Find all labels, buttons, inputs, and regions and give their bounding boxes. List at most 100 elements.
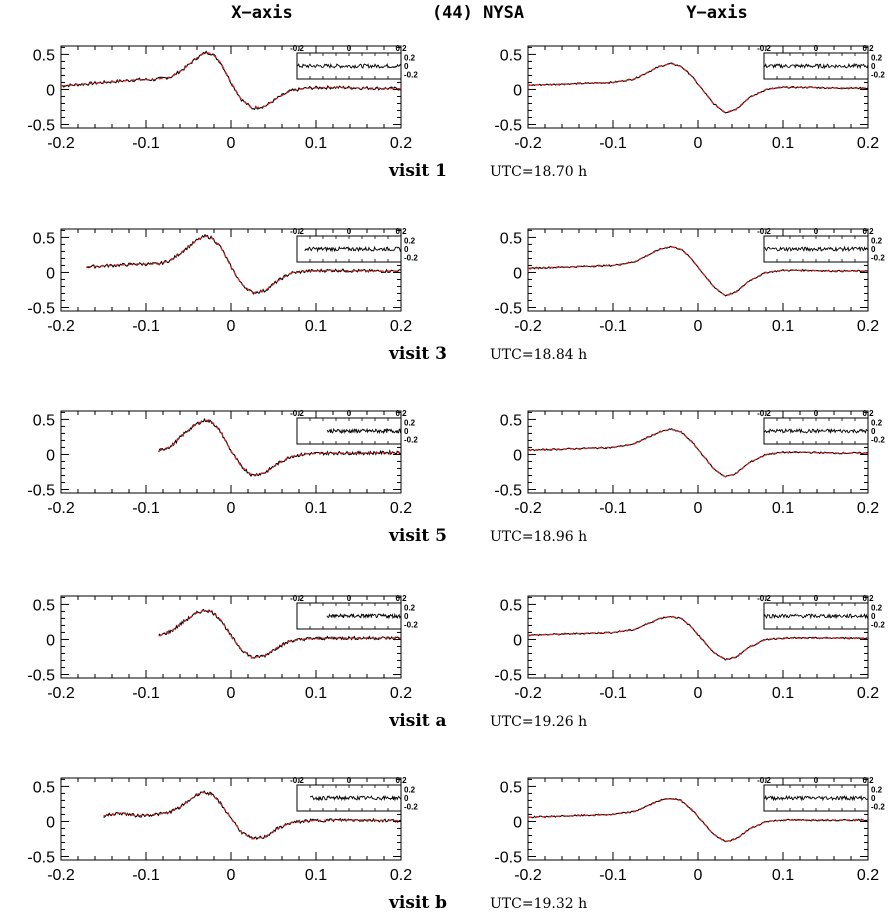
y-tick-label: 0.5: [33, 47, 55, 64]
inset-y-tick-label: 0.2: [871, 418, 883, 427]
model-curve: [527, 797, 868, 843]
inset-y-tick-label: 0.2: [404, 603, 416, 612]
x-tick-label: 0.2: [857, 318, 879, 335]
inset-x-tick-label: 0.2: [395, 44, 407, 53]
model-curve: [158, 419, 402, 477]
header-center: (44) NYSA: [432, 3, 524, 23]
panel-3-y_axis: -0.2 -0.1 0 0.1 0.20.50-0.5-0.2 0 0.20.20-0.2: [494, 409, 885, 517]
inset-x-tick-label: -0.2: [757, 409, 771, 418]
inset-x-tick-label: 0.2: [862, 409, 874, 418]
visit-label: visit 3: [388, 344, 447, 364]
visit-label: visit a: [388, 711, 446, 731]
inset-x-tick-label: 0: [347, 44, 352, 53]
x-tick-label: 0: [227, 685, 236, 702]
residual-inset: -0.2 0 0.20.20-0.2: [290, 776, 418, 812]
y-tick-label: -0.5: [494, 117, 522, 134]
residual-curve: [763, 428, 869, 435]
x-tick-label: 0.2: [857, 500, 879, 517]
x-tick-label: -0.2: [514, 685, 542, 702]
y-tick-label: 0: [46, 265, 55, 282]
y-tick-label: 0.5: [33, 779, 55, 796]
model-curve: [527, 615, 868, 661]
x-tick-label: -0.1: [132, 500, 160, 517]
inset-x-tick-label: -0.2: [757, 44, 771, 53]
utc-label: UTC=18.84 h: [490, 347, 587, 363]
x-tick-label: 0.1: [772, 867, 794, 884]
inset-x-tick-label: 0: [814, 409, 819, 418]
inset-y-tick-label: 0: [871, 794, 876, 803]
inset-x-tick-label: 0: [814, 776, 819, 785]
x-tick-label: -0.1: [599, 135, 627, 152]
inset-y-tick-label: -0.2: [871, 621, 885, 630]
y-tick-label: -0.5: [27, 849, 55, 866]
inset-y-tick-label: -0.2: [871, 254, 885, 263]
y-tick-label: -0.5: [27, 117, 55, 134]
x-tick-label: 0.1: [305, 867, 327, 884]
residual-inset: -0.2 0 0.20.20-0.2: [290, 44, 418, 80]
header-right: Y−axis: [686, 3, 747, 23]
inset-y-tick-label: -0.2: [871, 71, 885, 80]
utc-label: UTC=18.96 h: [490, 529, 587, 545]
inset-y-tick-label: 0: [404, 62, 409, 71]
y-tick-label: -0.5: [27, 482, 55, 499]
inset-y-tick-label: 0: [871, 427, 876, 436]
y-tick-label: 0: [46, 632, 55, 649]
x-tick-label: -0.2: [514, 500, 542, 517]
x-tick-label: -0.1: [132, 685, 160, 702]
residual-inset: -0.2 0 0.20.20-0.2: [757, 44, 885, 80]
panel-1-x_axis: -0.2 -0.1 0 0.1 0.20.50-0.5-0.2 0 0.20.20-0.2: [27, 44, 418, 152]
x-tick-label: 0.2: [857, 867, 879, 884]
inset-x-tick-label: -0.2: [757, 227, 771, 236]
panel-1-y_axis: -0.2 -0.1 0 0.1 0.20.50-0.5-0.2 0 0.20.20-0.2: [494, 44, 885, 152]
y-tick-label: 0: [513, 814, 522, 831]
inset-y-tick-label: 0.2: [404, 418, 416, 427]
residual-curve: [326, 612, 402, 620]
y-tick-label: 0.5: [500, 47, 522, 64]
x-tick-label: 0: [227, 500, 236, 517]
residual-curve: [304, 245, 402, 253]
x-tick-label: 0: [227, 135, 236, 152]
inset-x-tick-label: 0.2: [395, 594, 407, 603]
inset-x-tick-label: 0: [814, 594, 819, 603]
x-tick-label: 0.1: [772, 318, 794, 335]
residual-curve: [763, 62, 869, 70]
x-tick-label: -0.2: [47, 685, 75, 702]
x-tick-label: -0.2: [47, 318, 75, 335]
x-tick-label: 0.2: [857, 685, 879, 702]
x-tick-label: -0.2: [514, 135, 542, 152]
y-tick-label: -0.5: [494, 482, 522, 499]
inset-y-tick-label: 0: [404, 427, 409, 436]
y-tick-label: 0.5: [500, 597, 522, 614]
inset-x-tick-label: 0.2: [862, 44, 874, 53]
residual-inset: -0.2 0 0.20.20-0.2: [757, 594, 885, 630]
panel-5-y_axis: -0.2 -0.1 0 0.1 0.20.50-0.5-0.2 0 0.20.20-0.2: [494, 776, 885, 884]
y-tick-label: -0.5: [27, 667, 55, 684]
residual-curve: [763, 612, 869, 620]
x-tick-label: 0.1: [305, 685, 327, 702]
inset-y-tick-label: 0: [404, 245, 409, 254]
x-tick-label: -0.2: [47, 500, 75, 517]
inset-x-tick-label: -0.2: [290, 44, 304, 53]
inset-x-tick-label: -0.2: [757, 594, 771, 603]
inset-x-tick-label: -0.2: [290, 776, 304, 785]
inset-x-tick-label: 0.2: [395, 409, 407, 418]
inset-x-tick-label: 0: [814, 227, 819, 236]
x-tick-label: 0: [694, 867, 703, 884]
residual-curve: [296, 63, 402, 70]
residual-curve: [326, 427, 402, 435]
inset-y-tick-label: 0.2: [871, 236, 883, 245]
inset-y-tick-label: 0.2: [871, 785, 883, 794]
y-tick-label: 0.5: [500, 412, 522, 429]
inset-x-tick-label: 0: [347, 594, 352, 603]
header-left: X−axis: [231, 3, 292, 23]
inset-y-tick-label: 0.2: [404, 236, 416, 245]
y-tick-label: -0.5: [494, 849, 522, 866]
inset-x-tick-label: 0: [347, 227, 352, 236]
inset-y-tick-label: 0: [871, 612, 876, 621]
x-tick-label: -0.2: [47, 867, 75, 884]
y-tick-label: 0: [46, 814, 55, 831]
model-curve: [158, 609, 401, 659]
model-curve: [527, 428, 868, 478]
model-curve: [86, 235, 401, 294]
